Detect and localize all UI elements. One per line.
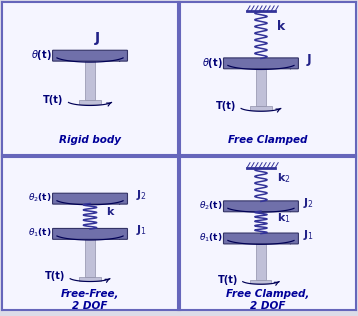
Text: T(t): T(t) <box>45 271 66 282</box>
Text: Free-Free,
2 DOF: Free-Free, 2 DOF <box>61 289 119 311</box>
Text: J$_2$: J$_2$ <box>136 188 147 202</box>
FancyBboxPatch shape <box>223 58 299 69</box>
Bar <box>250 106 272 110</box>
Bar <box>256 243 266 280</box>
FancyBboxPatch shape <box>53 228 127 239</box>
FancyBboxPatch shape <box>53 193 127 204</box>
FancyBboxPatch shape <box>223 233 299 244</box>
Text: T(t): T(t) <box>43 95 64 105</box>
Bar <box>85 61 95 100</box>
Bar <box>256 68 266 106</box>
Text: T(t): T(t) <box>218 275 238 284</box>
Bar <box>79 277 101 281</box>
Text: J$_1$: J$_1$ <box>303 228 314 242</box>
Text: Free Clamped: Free Clamped <box>228 135 308 145</box>
Bar <box>250 280 271 283</box>
Text: J$_2$: J$_2$ <box>303 196 314 210</box>
Text: k: k <box>277 20 285 33</box>
Text: $\theta_2$(t): $\theta_2$(t) <box>199 199 222 212</box>
Text: $\theta$(t): $\theta$(t) <box>202 56 222 70</box>
Text: $\theta_1$(t): $\theta_1$(t) <box>199 231 222 244</box>
Text: J: J <box>95 31 100 45</box>
Text: $\theta_1$(t): $\theta_1$(t) <box>28 227 51 239</box>
Text: $\theta_2$(t): $\theta_2$(t) <box>28 191 51 204</box>
Text: k: k <box>106 207 113 217</box>
FancyBboxPatch shape <box>223 201 299 212</box>
Text: J$_1$: J$_1$ <box>136 223 147 237</box>
Bar <box>79 100 101 104</box>
Text: J: J <box>307 52 311 66</box>
Text: k$_2$: k$_2$ <box>277 172 290 185</box>
FancyBboxPatch shape <box>53 50 127 61</box>
Text: k$_1$: k$_1$ <box>277 211 290 225</box>
Text: $\theta$(t): $\theta$(t) <box>31 48 51 62</box>
Text: Free Clamped,
2 DOF: Free Clamped, 2 DOF <box>226 289 310 311</box>
Text: T(t): T(t) <box>216 101 236 111</box>
Bar <box>85 239 95 277</box>
Text: Rigid body: Rigid body <box>59 135 121 145</box>
